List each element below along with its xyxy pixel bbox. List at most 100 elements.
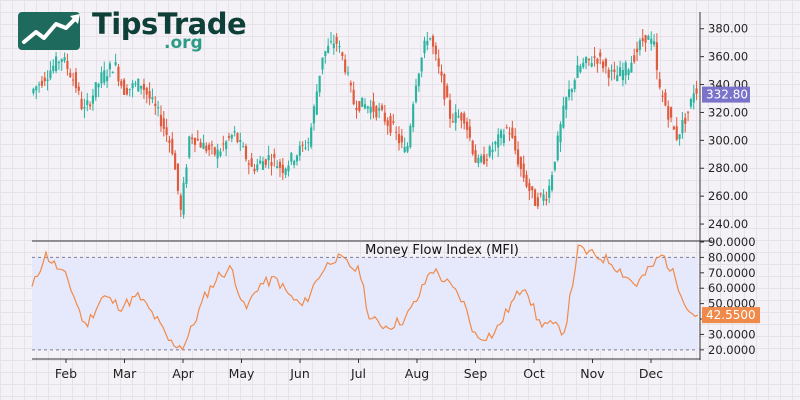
candle-body bbox=[383, 112, 386, 122]
month-tick-label: Dec bbox=[639, 366, 663, 381]
candle-body bbox=[596, 58, 599, 64]
candle-body bbox=[695, 88, 698, 94]
candle-body bbox=[409, 125, 412, 148]
candle-body bbox=[358, 101, 361, 111]
candle-body bbox=[477, 157, 480, 164]
mfi-value-tag: 42.5500 bbox=[702, 307, 760, 324]
candle-body bbox=[329, 41, 333, 43]
last-price-tag-bg bbox=[702, 86, 750, 103]
candle-body bbox=[621, 70, 624, 81]
candle-body bbox=[142, 83, 146, 91]
candle-body bbox=[244, 146, 248, 160]
candle-body bbox=[516, 149, 520, 165]
candle-body bbox=[675, 126, 678, 140]
candle-body bbox=[185, 167, 188, 184]
candle-body bbox=[533, 189, 537, 206]
candle-body bbox=[692, 93, 695, 103]
candle-body bbox=[579, 66, 582, 73]
candle-body bbox=[281, 164, 284, 173]
candle-body bbox=[480, 155, 483, 162]
candle-body bbox=[573, 80, 576, 90]
candle-body bbox=[678, 134, 681, 139]
mfi-panel: Money Flow Index (MFI) 20.000030.000040.… bbox=[31, 235, 760, 357]
candle-body bbox=[182, 182, 185, 215]
price-tick-label: 240.00 bbox=[708, 217, 748, 231]
candle-body bbox=[454, 112, 457, 123]
candle-body bbox=[324, 51, 327, 56]
candle-body bbox=[590, 63, 593, 67]
candle-body bbox=[199, 142, 202, 148]
candle-body bbox=[259, 160, 262, 164]
candle-body bbox=[287, 165, 290, 172]
candle-body bbox=[355, 107, 358, 111]
candle-body bbox=[49, 70, 52, 79]
candle-body bbox=[193, 137, 197, 145]
candle-body bbox=[641, 38, 644, 42]
candle-body bbox=[502, 134, 505, 144]
month-tick-label: Oct bbox=[523, 366, 545, 381]
candle-body bbox=[310, 127, 313, 147]
candlestick-series bbox=[32, 29, 698, 219]
candle-body bbox=[210, 144, 214, 146]
mfi-value-tag-bg bbox=[702, 307, 760, 324]
candle-body bbox=[570, 89, 573, 93]
candle-body bbox=[52, 65, 55, 71]
candle-body bbox=[633, 55, 636, 62]
candle-body bbox=[230, 134, 233, 139]
candle-body bbox=[69, 72, 72, 78]
brand-logo: TipsTrade .org bbox=[14, 6, 247, 54]
candle-body bbox=[151, 97, 154, 100]
mfi-line bbox=[31, 244, 699, 351]
candle-body bbox=[647, 35, 650, 40]
month-tick-label: Nov bbox=[580, 366, 605, 381]
candle-body bbox=[46, 79, 49, 82]
month-tick-label: Jun bbox=[289, 366, 310, 381]
candle-body bbox=[227, 136, 231, 138]
candle-body bbox=[208, 144, 211, 150]
candle-body bbox=[131, 83, 134, 89]
candle-body bbox=[536, 197, 539, 207]
candle-body bbox=[514, 135, 517, 151]
candle-body bbox=[505, 127, 508, 129]
candle-body bbox=[80, 98, 83, 110]
candle-body bbox=[652, 41, 656, 45]
candle-body bbox=[599, 52, 602, 57]
candle-body bbox=[307, 142, 310, 144]
month-tick-label: Jul bbox=[350, 366, 366, 381]
price-tick-label: 360.00 bbox=[708, 50, 748, 64]
candle-body bbox=[43, 77, 46, 82]
candle-body bbox=[689, 99, 692, 107]
candle-body bbox=[35, 86, 38, 91]
candle-body bbox=[369, 106, 372, 113]
candle-body bbox=[366, 106, 369, 109]
candle-body bbox=[171, 138, 174, 154]
candle-body bbox=[417, 73, 420, 87]
candle-body bbox=[162, 118, 165, 129]
candle-body bbox=[545, 199, 548, 201]
candle-body bbox=[414, 85, 418, 102]
candle-body bbox=[684, 117, 687, 124]
candle-body bbox=[465, 121, 469, 130]
candle-body bbox=[650, 38, 653, 44]
candle-body bbox=[91, 95, 95, 104]
price-tick-label: 280.00 bbox=[708, 161, 748, 175]
candle-body bbox=[406, 146, 409, 152]
candle-body bbox=[148, 91, 151, 99]
candle-body bbox=[137, 78, 140, 92]
candle-body bbox=[145, 87, 148, 95]
candle-body bbox=[321, 57, 324, 70]
candle-body bbox=[363, 104, 367, 109]
candle-body bbox=[426, 40, 429, 46]
candle-body bbox=[335, 36, 338, 44]
candle-body bbox=[562, 105, 565, 128]
candle-body bbox=[559, 124, 562, 143]
candle-body bbox=[236, 133, 239, 142]
candle-body bbox=[304, 147, 307, 149]
candle-body bbox=[298, 145, 301, 156]
price-axis: 240.00260.00280.00300.00320.00340.00360.… bbox=[700, 22, 748, 231]
candle-body bbox=[344, 59, 347, 73]
candle-body bbox=[361, 97, 364, 107]
month-tick-label: Aug bbox=[405, 366, 429, 381]
candle-body bbox=[284, 168, 287, 175]
